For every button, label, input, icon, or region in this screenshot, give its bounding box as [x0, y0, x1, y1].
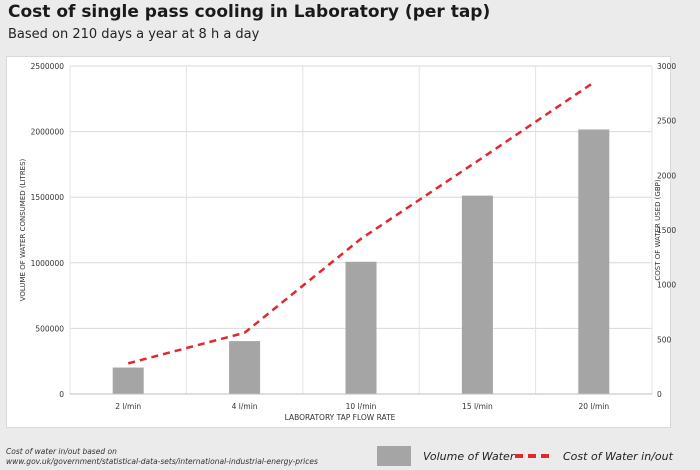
source-note-line-1: Cost of water in/out based on: [6, 447, 117, 456]
source-note-line-2: www.gov.uk/government/statistical-data-s…: [6, 457, 318, 466]
y-tick-label: 2000000: [31, 128, 65, 137]
plot-panel: [6, 56, 671, 428]
legend-swatch-bar: [377, 446, 411, 466]
bar: [112, 367, 144, 394]
x-tick-label: 15 l/min: [462, 402, 493, 411]
bar: [229, 341, 261, 394]
legend-swatch-line: [515, 454, 549, 458]
y2-tick-label: 0: [657, 390, 662, 399]
y2-tick-label: 3000: [657, 62, 676, 71]
y2-tick-label: 2500: [657, 117, 676, 126]
chart-subtitle: Based on 210 days a year at 8 h a day: [8, 27, 260, 42]
legend-item-cost: Cost of Water in/out: [515, 446, 673, 466]
source-note: Cost of water in/out based on www.gov.uk…: [6, 447, 318, 467]
bar: [461, 195, 493, 394]
x-tick-label: 10 l/min: [346, 402, 377, 411]
y-tick-label: 1000000: [31, 259, 65, 268]
y-tick-label: 2500000: [31, 62, 65, 71]
y2-tick-label: 2000: [657, 171, 676, 180]
y2-axis-label: COST OF WATER USED (GBP): [654, 179, 662, 280]
legend-label-cost: Cost of Water in/out: [563, 449, 673, 463]
cost-line: [127, 81, 595, 365]
bar: [345, 261, 377, 394]
x-tick-label: 2 l/min: [115, 402, 141, 411]
chart-title: Cost of single pass cooling in Laborator…: [8, 2, 491, 22]
x-tick-label: 20 l/min: [578, 402, 609, 411]
y2-tick-label: 500: [657, 335, 672, 344]
bar: [578, 129, 610, 394]
y-tick-label: 0: [59, 390, 64, 399]
y2-tick-label: 1000: [657, 281, 676, 290]
y2-tick-label: 1500: [657, 226, 676, 235]
legend-item-volume: Volume of Water: [377, 446, 514, 466]
y-axis-label: VOLUME OF WATER CONSUMED (LITRES): [19, 158, 27, 301]
x-axis-label: LABORATORY TAP FLOW RATE: [285, 413, 396, 422]
legend-label-volume: Volume of Water: [423, 449, 515, 463]
y-tick-label: 1500000: [31, 193, 65, 202]
y-tick-label: 500000: [35, 324, 64, 333]
x-tick-label: 4 l/min: [232, 402, 258, 411]
